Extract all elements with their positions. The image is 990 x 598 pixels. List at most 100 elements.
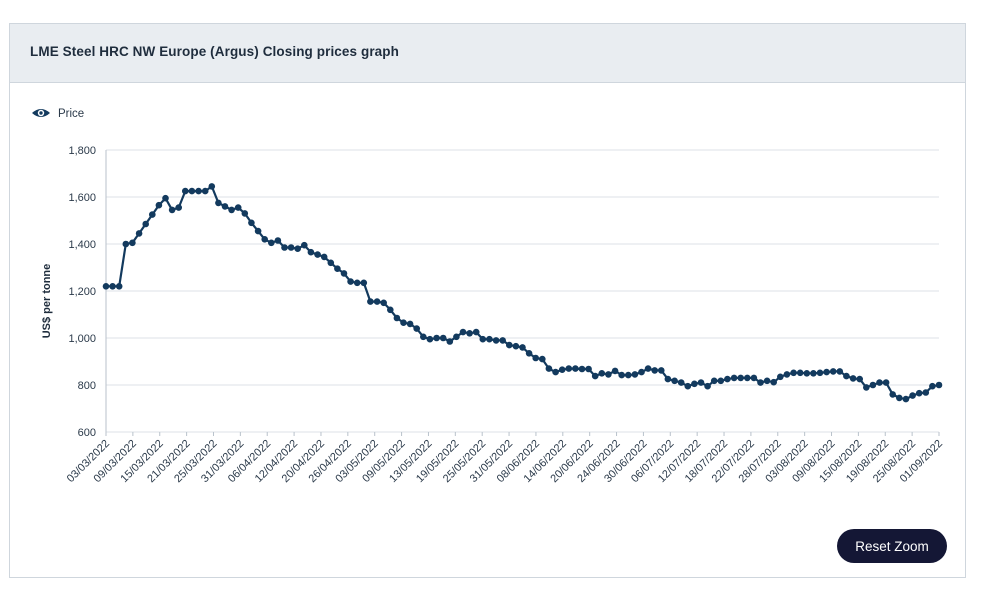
data-point[interactable] <box>915 389 923 397</box>
data-point[interactable] <box>274 237 282 244</box>
data-point[interactable] <box>281 244 288 251</box>
eye-icon[interactable] <box>32 109 50 117</box>
data-point[interactable] <box>387 306 394 314</box>
data-point[interactable] <box>334 265 341 272</box>
data-point[interactable] <box>757 379 764 386</box>
data-point[interactable] <box>347 278 354 285</box>
data-point[interactable] <box>353 279 361 287</box>
data-point[interactable] <box>195 187 202 195</box>
data-point[interactable] <box>750 374 758 382</box>
price-line-chart[interactable]: 600 800 1,000 1,200 1,400 1,600 1,800 03/03/20… <box>10 24 965 577</box>
data-point[interactable] <box>208 183 216 190</box>
data-point[interactable] <box>552 368 559 376</box>
data-point[interactable] <box>486 335 493 343</box>
data-point[interactable] <box>611 367 619 375</box>
data-point[interactable] <box>155 201 163 209</box>
data-point[interactable] <box>651 367 658 374</box>
data-point[interactable] <box>770 378 777 386</box>
data-point[interactable] <box>783 371 791 378</box>
data-point[interactable] <box>228 206 235 214</box>
data-point[interactable] <box>796 369 804 377</box>
data-point[interactable] <box>168 206 176 214</box>
data-point[interactable] <box>823 368 830 376</box>
data-point[interactable] <box>836 368 844 375</box>
data-point[interactable] <box>882 379 890 386</box>
legend[interactable]: Price <box>32 108 84 120</box>
data-point[interactable] <box>129 239 136 247</box>
data-point[interactable] <box>644 365 652 372</box>
data-point[interactable] <box>684 382 692 390</box>
data-point[interactable] <box>182 187 189 195</box>
data-point[interactable] <box>446 338 454 345</box>
data-point[interactable] <box>115 283 123 290</box>
data-point[interactable] <box>294 245 302 252</box>
data-point[interactable] <box>704 382 711 390</box>
data-point[interactable] <box>109 283 116 290</box>
data-point[interactable] <box>605 371 612 378</box>
data-point[interactable] <box>777 373 784 381</box>
data-point[interactable] <box>532 354 539 362</box>
data-point[interactable] <box>314 251 321 258</box>
data-point[interactable] <box>598 370 606 377</box>
data-point[interactable] <box>459 328 467 336</box>
data-point[interactable] <box>922 389 930 396</box>
data-point[interactable] <box>896 394 903 402</box>
data-point[interactable] <box>876 379 883 386</box>
data-point[interactable] <box>320 253 328 261</box>
data-point[interactable] <box>658 367 665 374</box>
data-point[interactable] <box>744 374 751 382</box>
series-line[interactable] <box>106 185 940 401</box>
data-point[interactable] <box>803 370 811 377</box>
data-point[interactable] <box>102 283 110 290</box>
data-point[interactable] <box>506 341 513 349</box>
data-point[interactable] <box>578 365 586 373</box>
data-point[interactable] <box>221 203 229 210</box>
data-point[interactable] <box>215 199 222 207</box>
data-point[interactable] <box>175 204 182 211</box>
data-point[interactable] <box>122 240 130 248</box>
data-point[interactable] <box>638 368 645 376</box>
data-point[interactable] <box>863 384 870 391</box>
reset-zoom-button[interactable]: Reset Zoom <box>837 529 947 563</box>
data-point[interactable] <box>631 371 639 378</box>
data-point[interactable] <box>763 377 771 385</box>
data-point[interactable] <box>730 374 738 382</box>
data-point[interactable] <box>466 330 473 337</box>
price-series[interactable] <box>102 183 943 403</box>
data-point[interactable] <box>406 320 414 328</box>
data-point[interactable] <box>512 342 520 350</box>
data-point[interactable] <box>453 333 460 341</box>
data-point[interactable] <box>909 392 916 399</box>
data-point[interactable] <box>545 365 553 372</box>
data-point[interactable] <box>849 375 857 382</box>
data-point[interactable] <box>935 381 943 389</box>
data-point[interactable] <box>492 337 500 344</box>
data-point[interactable] <box>558 366 566 374</box>
data-point[interactable] <box>188 187 196 195</box>
data-point[interactable] <box>254 227 262 235</box>
data-point[interactable] <box>241 210 249 217</box>
data-point[interactable] <box>301 241 308 249</box>
legend-item-price[interactable]: Price <box>58 108 84 120</box>
data-point[interactable] <box>664 375 672 383</box>
data-point[interactable] <box>677 379 685 386</box>
data-point[interactable] <box>261 236 268 243</box>
data-point[interactable] <box>201 187 209 195</box>
data-point[interactable] <box>671 377 678 385</box>
data-point[interactable] <box>525 350 533 357</box>
data-point[interactable] <box>856 375 863 383</box>
data-point[interactable] <box>380 299 388 307</box>
data-point[interactable] <box>268 239 275 247</box>
data-point[interactable] <box>307 248 315 256</box>
data-point[interactable] <box>393 314 401 322</box>
data-point[interactable] <box>142 220 149 228</box>
data-point[interactable] <box>724 375 731 383</box>
data-point[interactable] <box>135 230 143 237</box>
data-point[interactable] <box>287 244 295 251</box>
data-point[interactable] <box>426 335 434 343</box>
data-point[interactable] <box>585 365 592 373</box>
data-point[interactable] <box>717 377 725 385</box>
data-point[interactable] <box>697 379 705 386</box>
data-point[interactable] <box>433 334 440 342</box>
data-point[interactable] <box>539 355 546 363</box>
